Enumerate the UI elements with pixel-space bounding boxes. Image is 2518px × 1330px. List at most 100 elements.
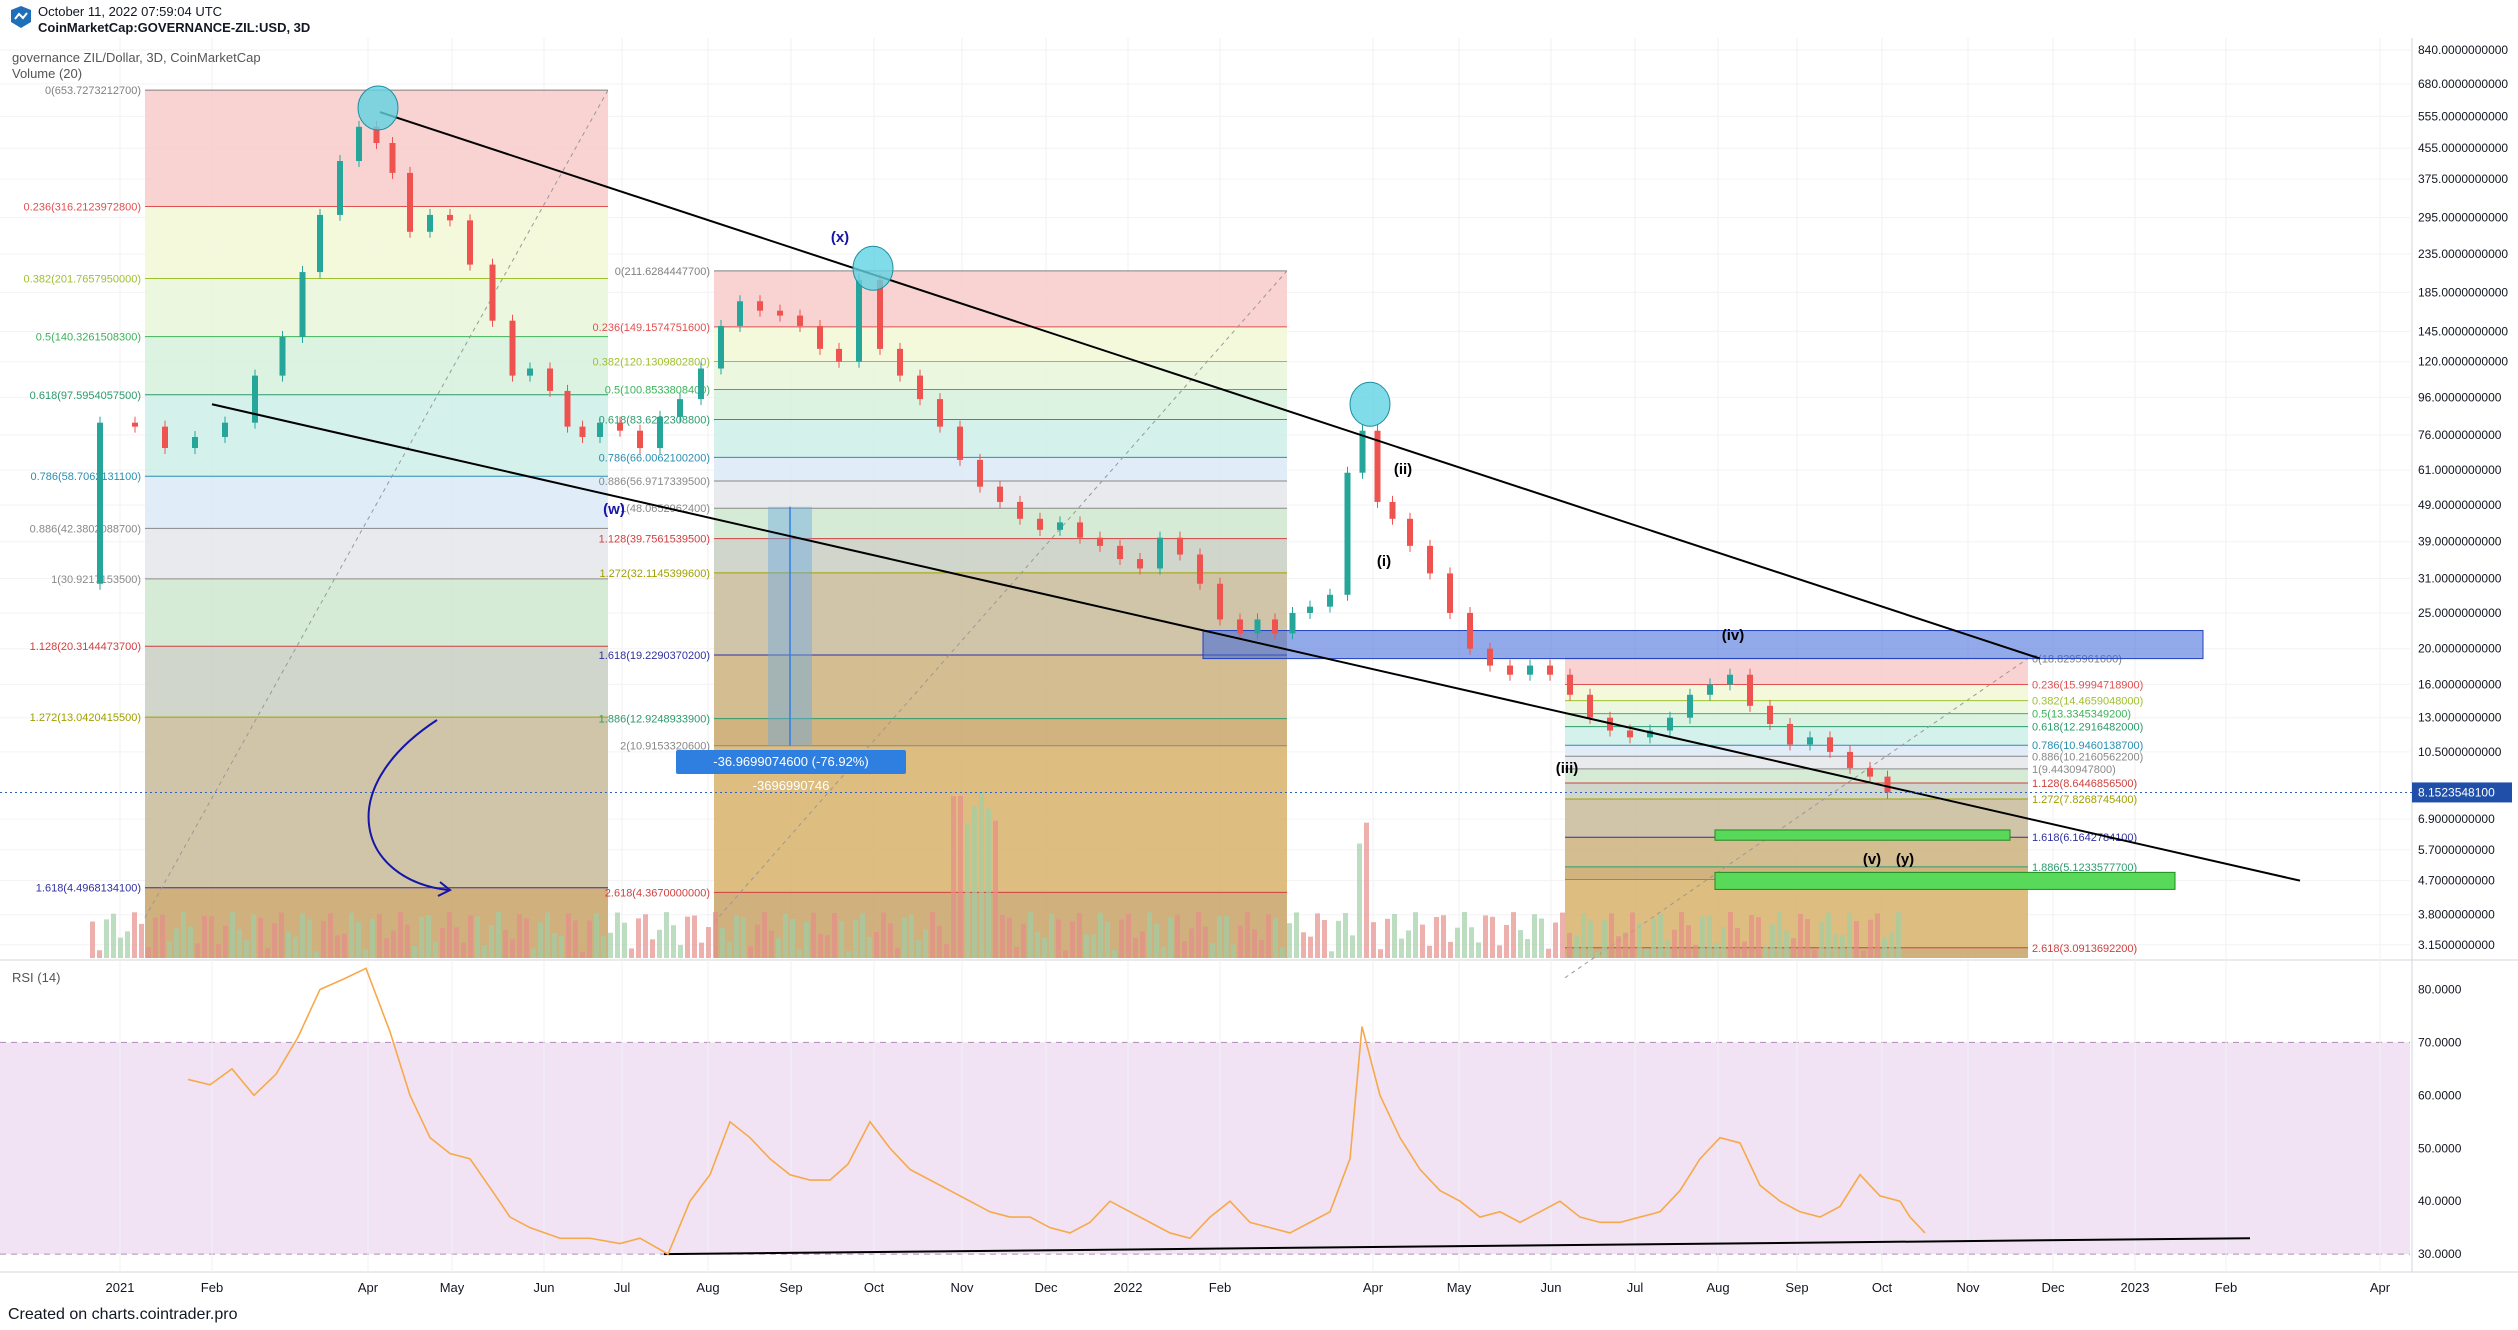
volume-bar bbox=[489, 925, 494, 958]
volume-bar bbox=[769, 930, 774, 958]
time-tick-label: Nov bbox=[950, 1280, 974, 1295]
volume-bar bbox=[90, 921, 95, 958]
volume-bar bbox=[475, 916, 480, 958]
price-tick-label: 375.0000000000 bbox=[2418, 172, 2508, 186]
volume-bar bbox=[349, 912, 354, 958]
volume-bar bbox=[741, 917, 746, 958]
candle-body bbox=[1407, 518, 1413, 546]
candle-body bbox=[317, 214, 323, 273]
volume-bar bbox=[573, 920, 578, 958]
price-tick-label: 13.0000000000 bbox=[2418, 711, 2502, 725]
volume-bar bbox=[923, 929, 928, 958]
volume-bar bbox=[1238, 925, 1243, 958]
candle-body bbox=[1344, 472, 1351, 595]
candle-body bbox=[337, 161, 343, 215]
rsi-band bbox=[0, 1042, 2410, 1255]
volume-bar bbox=[370, 918, 375, 958]
volume-bar bbox=[1070, 921, 1075, 958]
candle-body bbox=[917, 375, 923, 400]
volume-bar bbox=[517, 914, 522, 958]
volume-bar bbox=[748, 946, 753, 958]
candle-body bbox=[977, 459, 983, 487]
time-tick-label: Feb bbox=[2215, 1280, 2237, 1295]
wave-label: (ii) bbox=[1394, 461, 1412, 478]
volume-bar bbox=[930, 912, 935, 958]
volume-bar bbox=[1833, 933, 1838, 958]
fib-zone bbox=[714, 538, 1287, 573]
candle-body bbox=[757, 301, 763, 311]
candle-body bbox=[1037, 518, 1043, 530]
time-tick-label: 2023 bbox=[2121, 1280, 2150, 1295]
candle-body bbox=[1254, 619, 1261, 634]
price-tick-label: 6.9000000000 bbox=[2418, 812, 2495, 826]
candle-body bbox=[509, 320, 516, 376]
volume-bar bbox=[1882, 937, 1887, 958]
rsi-tick-label: 30.0000 bbox=[2418, 1247, 2462, 1261]
volume-bar bbox=[944, 944, 949, 958]
candle-body bbox=[657, 416, 663, 449]
candle-body bbox=[897, 348, 903, 376]
wave-label: (y) bbox=[1896, 851, 1914, 868]
lower-trendline bbox=[211, 403, 2301, 882]
volume-bar bbox=[1371, 922, 1376, 958]
volume-bar bbox=[356, 922, 361, 958]
volume-bar bbox=[559, 935, 564, 958]
volume-bar bbox=[734, 915, 739, 958]
volume-bar bbox=[1763, 946, 1768, 958]
volume-bar bbox=[1896, 912, 1901, 958]
volume-bar bbox=[125, 931, 130, 958]
candle-body bbox=[1359, 430, 1366, 473]
volume-bar bbox=[1672, 929, 1677, 958]
fib-zone bbox=[145, 336, 608, 395]
volume-bar bbox=[664, 912, 669, 958]
volume-bar bbox=[1665, 939, 1670, 958]
candle-body bbox=[1847, 751, 1853, 768]
volume-bar bbox=[1336, 920, 1341, 958]
candle-body bbox=[1307, 606, 1313, 613]
candle-body bbox=[1389, 501, 1396, 519]
volume-bar bbox=[888, 923, 893, 958]
volume-bar bbox=[1063, 950, 1068, 958]
candle-body bbox=[447, 214, 453, 221]
volume-bar bbox=[678, 945, 683, 958]
time-tick-label: Aug bbox=[1706, 1280, 1729, 1295]
volume-bar bbox=[1553, 922, 1558, 958]
fib-zone bbox=[714, 419, 1287, 458]
time-tick-label: May bbox=[1447, 1280, 1472, 1295]
volume-bar bbox=[97, 950, 102, 958]
fib-zone bbox=[1565, 768, 2028, 784]
volume-bar bbox=[1147, 912, 1152, 958]
volume-bar bbox=[188, 926, 193, 958]
price-tick-label: 680.0000000000 bbox=[2418, 77, 2508, 91]
volume-bar bbox=[1042, 937, 1047, 958]
volume-bar bbox=[1140, 931, 1145, 958]
last-price-tag bbox=[2412, 782, 2512, 803]
wave-label: (v) bbox=[1863, 851, 1881, 868]
volume-bar bbox=[1196, 912, 1201, 958]
volume-bar bbox=[1574, 935, 1579, 958]
fib-zone bbox=[714, 389, 1287, 420]
volume-bar bbox=[713, 912, 718, 958]
rsi-legend: RSI (14) bbox=[12, 970, 60, 985]
candle-body bbox=[1374, 430, 1381, 502]
price-tick-label: 235.0000000000 bbox=[2418, 247, 2508, 261]
candle-body bbox=[877, 279, 883, 349]
price-tick-label: 76.0000000000 bbox=[2418, 428, 2502, 442]
fib-zone bbox=[145, 717, 608, 888]
candle-body bbox=[1077, 522, 1083, 538]
volume-bar bbox=[1602, 920, 1607, 958]
candle-body bbox=[1627, 730, 1633, 738]
candle-body bbox=[427, 214, 433, 232]
volume-bar bbox=[1777, 912, 1782, 958]
volume-legend: Volume (20) bbox=[12, 66, 82, 81]
fib-zone bbox=[714, 326, 1287, 362]
volume-bar bbox=[916, 940, 921, 958]
volume-bar bbox=[958, 795, 963, 958]
volume-bar bbox=[1490, 916, 1495, 958]
volume-bar bbox=[1560, 912, 1565, 958]
fib-zone bbox=[145, 476, 608, 529]
volume-bar bbox=[1518, 930, 1523, 958]
target-zone-box bbox=[1714, 871, 2176, 890]
time-tick-label: May bbox=[440, 1280, 465, 1295]
